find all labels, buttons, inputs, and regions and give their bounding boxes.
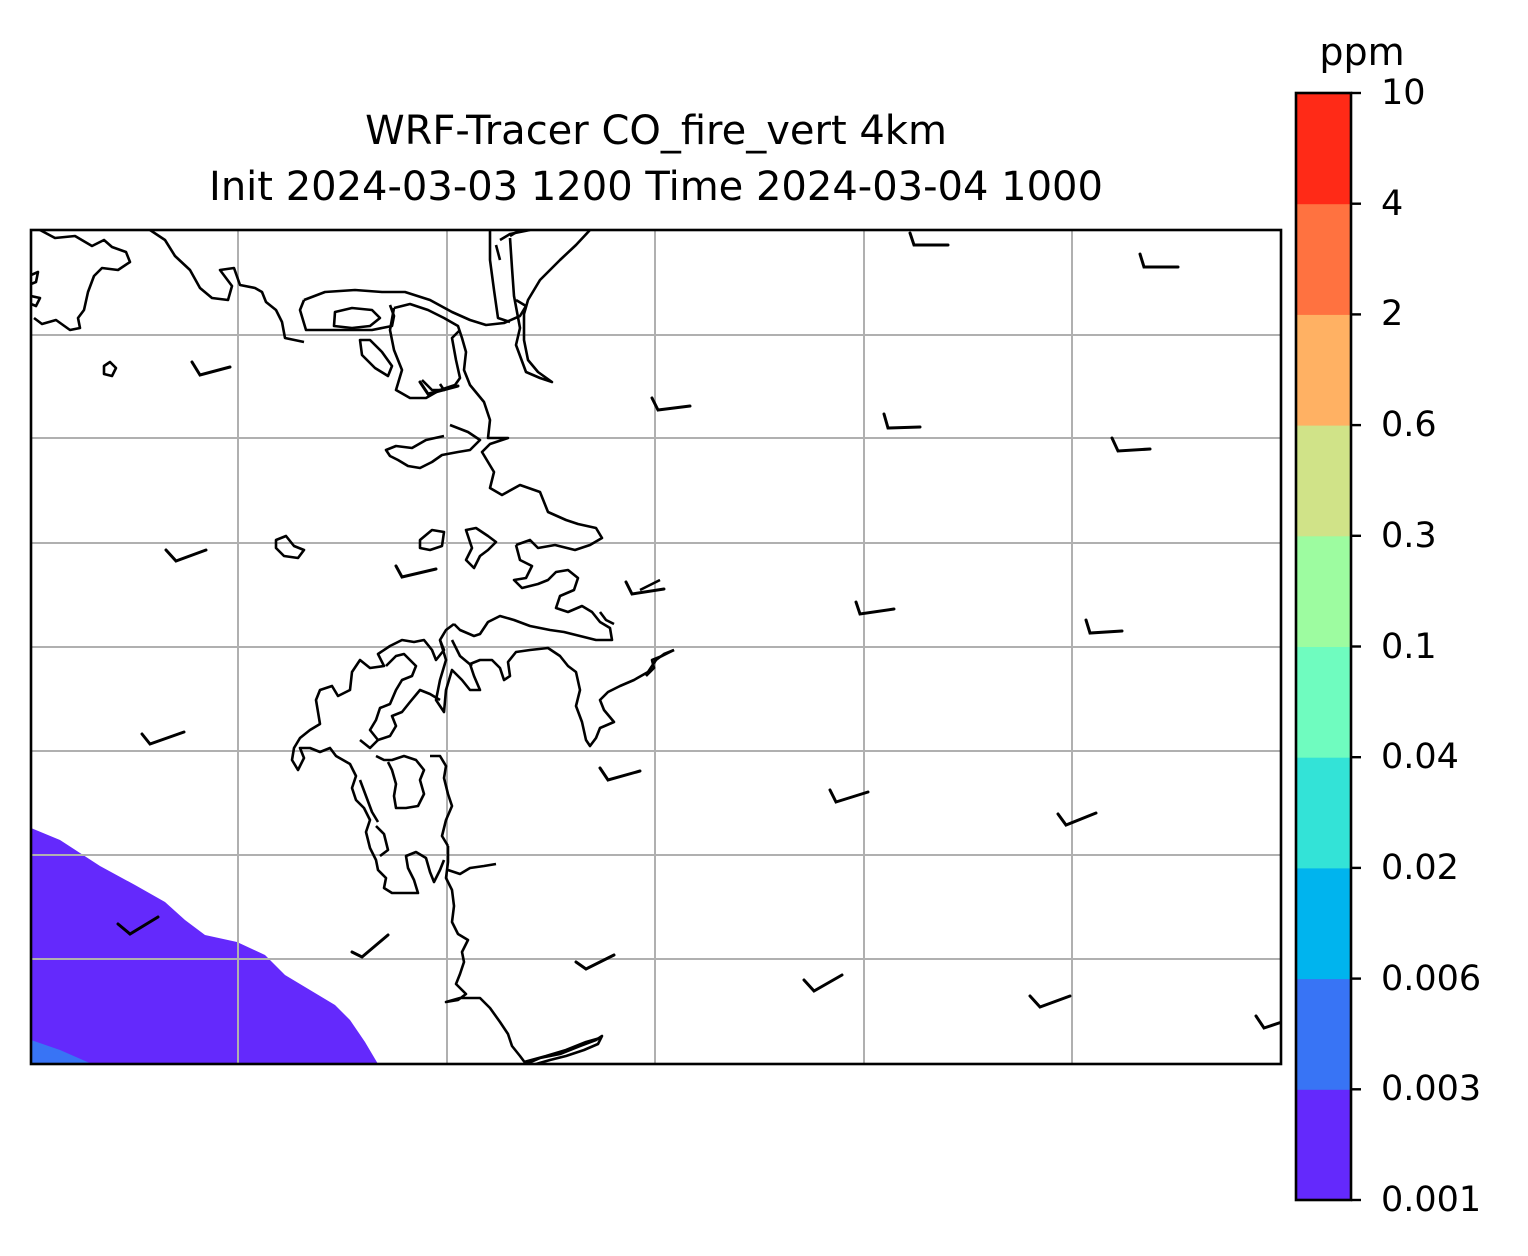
wind-barb xyxy=(350,933,390,959)
wind-barb xyxy=(1084,618,1124,635)
wind-barb xyxy=(418,380,460,396)
wind-barb xyxy=(828,788,870,804)
map-frame xyxy=(29,228,1283,1066)
wind-barb xyxy=(574,953,616,971)
colorbar-segment xyxy=(1296,425,1351,537)
wind-barb xyxy=(140,730,186,746)
wind-barb xyxy=(394,564,438,579)
wind-barb xyxy=(1138,252,1180,269)
colorbar-tick-label: 0.001 xyxy=(1381,1180,1482,1220)
wind-barb xyxy=(1028,994,1072,1009)
colorbar-segment xyxy=(1296,314,1351,426)
wind-barb xyxy=(164,548,208,563)
wind-barbs xyxy=(116,231,1281,1030)
wind-barb xyxy=(1056,811,1098,827)
wind-barb xyxy=(624,580,666,596)
colorbar-segment xyxy=(1296,203,1351,315)
colorbar xyxy=(1294,91,1361,1202)
tracer-contour-0.001 xyxy=(31,828,378,1064)
tracer-contour-0.003 xyxy=(31,1040,92,1064)
colorbar-tick-label: 2 xyxy=(1381,294,1404,335)
colorbar-segment xyxy=(1296,757,1351,869)
colorbar-tick-label: 0.04 xyxy=(1381,737,1459,778)
wind-barb xyxy=(190,360,232,377)
colorbar-segment xyxy=(1296,867,1351,980)
wind-barb xyxy=(116,915,160,936)
colorbar-tick-label: 0.006 xyxy=(1381,958,1482,999)
wind-barb xyxy=(598,766,642,782)
colorbar-segment xyxy=(1296,535,1351,647)
wind-barb xyxy=(650,396,692,412)
map-subtitle: Init 2024-03-03 1200 Time 2024-03-04 100… xyxy=(209,164,1103,210)
colorbar-segment xyxy=(1296,93,1351,205)
colorbar-tick-label: 0.3 xyxy=(1381,515,1437,556)
colorbar-tick-label: 0.003 xyxy=(1381,1069,1482,1110)
colorbar-tick-label: 10 xyxy=(1381,73,1426,113)
colorbar-segment xyxy=(1296,1089,1351,1201)
wind-barb xyxy=(802,973,844,993)
colorbar-segment xyxy=(1296,646,1351,758)
wind-barb xyxy=(854,600,896,616)
wind-barb xyxy=(908,231,950,247)
colorbar-unit-label: ppm xyxy=(1319,30,1405,74)
wind-barb xyxy=(1254,1014,1281,1030)
wind-barb xyxy=(882,412,922,430)
map-title: WRF-Tracer CO_fire_vert 4km xyxy=(365,108,947,154)
wind-barb xyxy=(1110,436,1152,453)
coastlines xyxy=(31,230,675,1064)
colorbar-tick-label: 0.6 xyxy=(1381,405,1437,446)
gridlines xyxy=(31,230,1281,1064)
colorbar-tick-label: 0.02 xyxy=(1381,847,1459,888)
colorbar-tick-label: 4 xyxy=(1381,183,1404,224)
colorbar-segment xyxy=(1296,978,1351,1090)
colorbar-tick-label: 0.1 xyxy=(1381,626,1437,667)
